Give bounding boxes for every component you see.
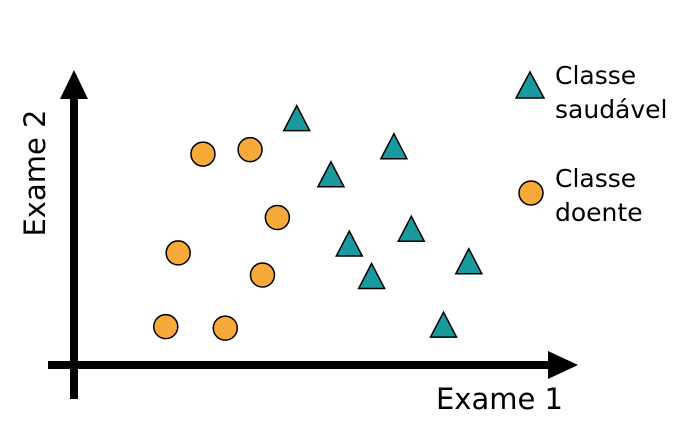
x-axis-label: Exame 1	[436, 382, 563, 416]
triangle-data-point	[397, 214, 426, 243]
legend: Classe saudável Classe doente	[514, 61, 668, 227]
triangle-data-point	[316, 160, 346, 188]
legend-label-line-2: doente	[555, 198, 643, 227]
plot-area	[153, 104, 484, 341]
legend-label-line-1: Classe	[555, 61, 636, 90]
x-axis-arrowhead	[548, 351, 578, 379]
circle-data-point	[212, 315, 239, 341]
triangle-data-point	[282, 104, 311, 132]
legend-label-line-1: Classe	[555, 164, 636, 193]
circle-data-point	[264, 204, 291, 231]
circle-data-point	[249, 262, 276, 288]
legend-label-line-2: saudável	[555, 95, 668, 124]
triangle-data-point	[335, 229, 364, 257]
triangle-marker-icon	[514, 70, 546, 99]
legend-item-classe-doente: Classe doente	[518, 164, 643, 227]
circle-marker-icon	[518, 180, 544, 206]
triangle-data-point	[379, 132, 409, 160]
circle-data-point	[153, 313, 179, 340]
triangle-data-point	[454, 247, 484, 275]
legend-item-classe-saudavel: Classe saudável	[514, 61, 668, 124]
circle-data-point	[165, 240, 191, 266]
circle-data-point	[237, 136, 263, 163]
circle-data-point	[190, 141, 216, 167]
triangle-data-point	[357, 261, 386, 290]
y-axis-arrowhead	[60, 70, 88, 99]
triangle-data-point	[429, 310, 458, 338]
y-axis-label: Exame 2	[18, 109, 52, 236]
